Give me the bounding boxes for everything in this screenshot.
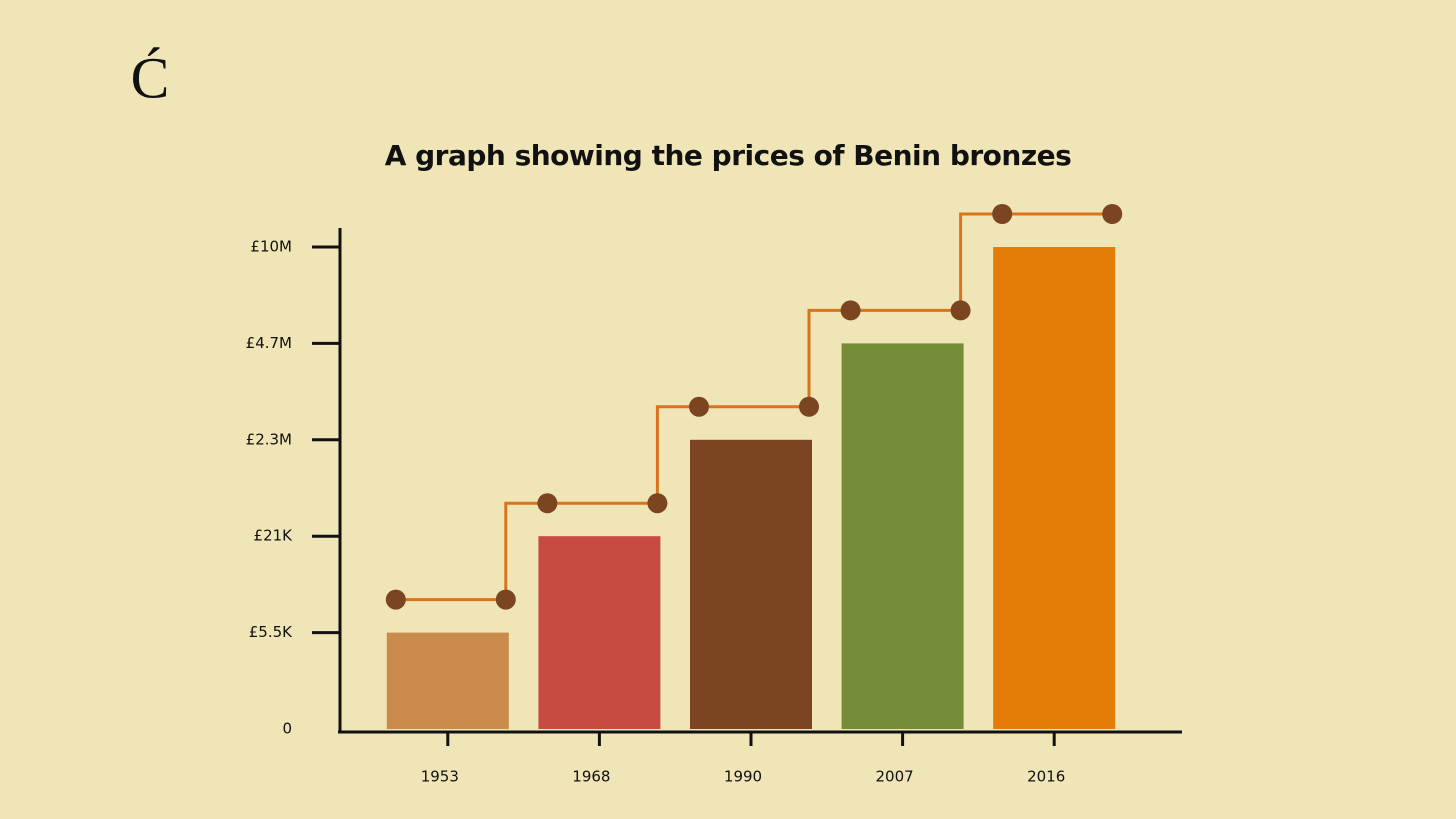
y-tick-label: £4.7M — [246, 334, 292, 352]
bar — [690, 439, 812, 729]
y-tick-label: £21K — [254, 527, 294, 545]
step-dot — [385, 589, 406, 610]
bar — [538, 536, 661, 729]
x-tick-label: 1990 — [724, 768, 762, 786]
step-dot — [840, 300, 861, 321]
x-tick-label: 1953 — [421, 768, 459, 786]
y-tick-label: £10M — [250, 238, 292, 256]
step-dot — [992, 204, 1013, 224]
x-tick-label: 2007 — [876, 768, 914, 786]
step-line — [395, 212, 1113, 602]
step-dot — [647, 493, 668, 514]
x-tick-label: 1968 — [572, 768, 610, 786]
chart-title: A graph showing the prices of Benin bron… — [385, 139, 1072, 172]
step-dot — [495, 589, 516, 610]
step-dot — [537, 493, 558, 514]
bar — [841, 343, 964, 729]
logo: Ć — [131, 45, 170, 110]
bar — [993, 247, 1116, 729]
y-tick-label: £5.5K — [249, 623, 293, 641]
step-dot — [950, 300, 971, 321]
step-dot — [1102, 204, 1123, 224]
step-dot — [799, 396, 819, 417]
step-dot — [689, 396, 709, 417]
bar — [386, 632, 509, 729]
y-tick-label: £2.3M — [246, 430, 292, 448]
y-tick-label: 0 — [282, 720, 292, 738]
x-tick-label: 2016 — [1027, 768, 1065, 786]
